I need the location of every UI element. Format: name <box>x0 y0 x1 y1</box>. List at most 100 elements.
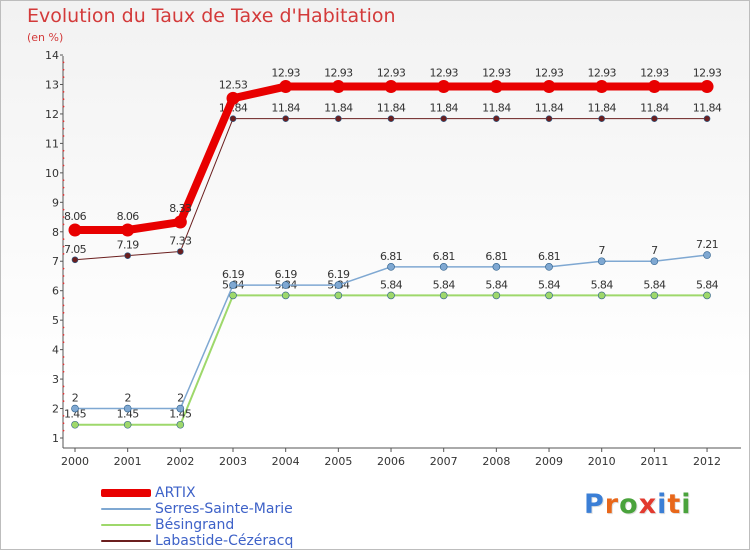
data-point <box>440 115 447 122</box>
data-label: 11.84 <box>377 102 406 115</box>
y-tick-label: 1 <box>52 432 59 445</box>
y-minor-dot <box>62 179 65 182</box>
x-tick-label: 2002 <box>166 455 194 468</box>
y-minor-dot <box>62 385 65 388</box>
data-point <box>226 91 240 105</box>
y-minor-dot <box>62 422 65 425</box>
data-label: 11.84 <box>693 102 722 115</box>
data-label: 2 <box>177 392 183 405</box>
data-point <box>597 257 606 266</box>
y-tick-label: 11 <box>45 137 59 150</box>
data-label: 5.84 <box>538 278 561 291</box>
data-point <box>176 404 185 413</box>
data-point <box>598 115 606 122</box>
data-point <box>545 291 553 300</box>
data-point <box>335 115 342 122</box>
data-point <box>331 80 345 94</box>
chart-legend: ARTIX Serres-Sainte-Marie Bésingrand Labast… <box>101 485 293 549</box>
y-minor-dot <box>62 238 65 241</box>
data-label: 2 <box>124 392 130 405</box>
y-minor-dot <box>62 252 65 255</box>
data-point <box>437 80 451 94</box>
data-label: 6.19 <box>222 268 245 281</box>
data-label: 5.84 <box>380 278 403 291</box>
data-point <box>439 291 448 300</box>
data-point <box>703 291 711 300</box>
data-label: 6.81 <box>380 250 402 263</box>
data-label: 7 <box>598 244 605 257</box>
y-tick-label: 5 <box>52 314 59 327</box>
data-label: 12.93 <box>324 67 353 80</box>
data-point <box>71 256 79 264</box>
data-point <box>703 251 711 259</box>
y-minor-dot <box>62 194 65 196</box>
data-label: 11.84 <box>640 102 669 115</box>
data-label: 8.06 <box>117 210 140 223</box>
data-point <box>281 281 290 289</box>
chart-subtitle: (en %) <box>27 31 64 44</box>
data-label: 11.84 <box>535 102 564 115</box>
logo-letter: x <box>638 489 658 520</box>
y-minor-dot <box>62 275 65 277</box>
y-minor-dot <box>62 120 65 123</box>
data-label: 5.84 <box>696 278 719 291</box>
y-minor-dot <box>62 304 65 307</box>
data-label: 5.84 <box>591 278 614 291</box>
data-label: 12.93 <box>640 67 669 80</box>
data-label: 6.81 <box>485 250 507 263</box>
data-point <box>597 291 606 300</box>
logo-letter: P <box>584 489 605 520</box>
data-point <box>334 291 343 300</box>
y-tick-label: 8 <box>52 226 59 239</box>
x-tick-label: 2006 <box>377 455 405 468</box>
data-point <box>173 215 187 229</box>
data-point <box>281 291 290 300</box>
data-label: 5.84 <box>433 278 456 291</box>
data-label: 1.45 <box>169 408 192 421</box>
data-point <box>177 248 184 255</box>
data-label: 6.19 <box>275 268 298 281</box>
data-point <box>595 80 609 94</box>
data-point <box>542 80 556 94</box>
data-point <box>439 263 448 271</box>
y-tick-label: 10 <box>45 167 59 180</box>
y-tick-label: 2 <box>52 403 59 416</box>
data-label: 7 <box>651 244 658 257</box>
data-label: 12.93 <box>482 67 511 80</box>
y-minor-dot <box>62 135 65 137</box>
y-minor-dot <box>62 186 65 189</box>
y-minor-dot <box>62 326 65 329</box>
y-tick-label: 6 <box>52 285 59 298</box>
data-label: 8.33 <box>169 202 192 215</box>
series-labastide-cezeracq: 7.05 7.19 7.33 11.84 11.84 11.84 11.84 11.84 11.… <box>64 102 722 264</box>
y-tick-label: 3 <box>52 373 59 386</box>
x-tick-label: 2005 <box>324 455 352 468</box>
data-label: 6.19 <box>327 268 350 281</box>
data-label: 1.45 <box>64 408 87 421</box>
series-line <box>74 294 709 426</box>
proxiti-logo: Proxiti <box>584 489 692 520</box>
x-tick-label: 2007 <box>430 455 458 468</box>
data-label: 8.06 <box>64 210 87 223</box>
data-label: 2 <box>72 392 78 405</box>
data-label: 5.84 <box>485 278 508 291</box>
data-point <box>123 420 132 429</box>
data-point <box>651 115 658 122</box>
data-point <box>647 80 661 94</box>
x-tick-label: 2012 <box>693 455 721 468</box>
data-point <box>229 115 237 122</box>
data-label: 7.19 <box>117 239 140 252</box>
y-minor-dot <box>62 223 65 226</box>
y-tick-label: 7 <box>52 255 59 268</box>
data-point <box>229 281 237 289</box>
data-point <box>229 291 237 300</box>
legend-item: Bésingrand <box>101 517 293 533</box>
y-minor-dot <box>62 68 65 71</box>
x-tick-label: 2001 <box>114 455 142 468</box>
legend-label: Labastide-Cézéracq <box>155 533 294 549</box>
x-tick-label: 2011 <box>640 455 668 468</box>
data-point <box>123 404 132 413</box>
series-besingrand: 1.45 1.45 1.45 5.84 5.84 5.84 5.84 5.84 5.84 5.84… <box>64 278 719 429</box>
y-minor-dot <box>62 415 65 417</box>
